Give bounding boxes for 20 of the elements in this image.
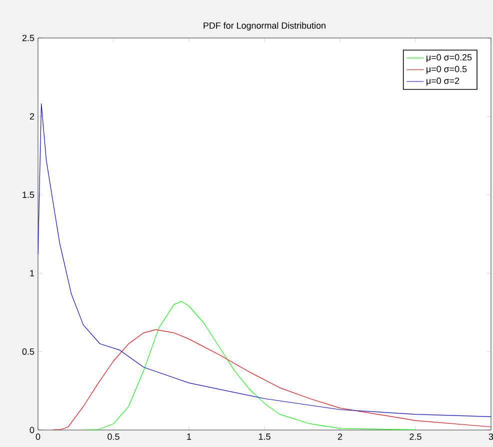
y-tick-label: 2 xyxy=(30,113,34,120)
chart-title: PDF for Lognormal Distribution xyxy=(204,22,326,30)
y-tick-label: 0.5 xyxy=(22,348,34,355)
y-tick-label: 1.5 xyxy=(22,192,34,198)
y-tick-label: 1 xyxy=(30,270,34,276)
x-tick-label: 1.5 xyxy=(258,434,270,440)
line-series xyxy=(83,301,416,430)
x-tick-label: 1 xyxy=(187,434,192,440)
legend-label: μ=0 σ=0.5 xyxy=(426,66,467,74)
y-tick-label: 2.5 xyxy=(22,34,34,42)
line-series xyxy=(52,329,492,430)
x-tick-label: 3 xyxy=(488,434,493,440)
x-tick-label: 0 xyxy=(36,434,40,440)
x-tick-label: 2 xyxy=(338,434,342,440)
legend-label: μ=0 σ=2 xyxy=(426,78,460,86)
line-series xyxy=(38,104,492,417)
y-tick-label: 0 xyxy=(30,426,34,434)
legend-label: μ=0 σ=0.25 xyxy=(426,54,472,62)
x-tick-label: 0.5 xyxy=(108,434,120,440)
x-tick-label: 2.5 xyxy=(410,434,422,440)
